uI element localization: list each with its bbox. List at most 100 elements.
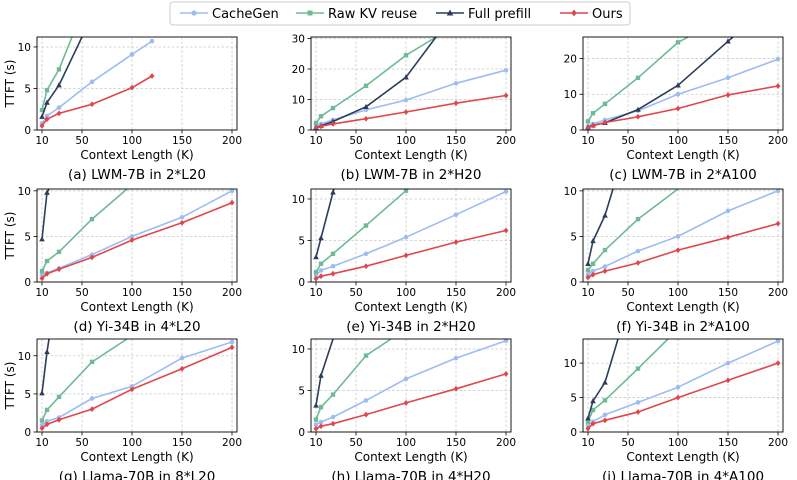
chart-c-xtick-label: 50 [621, 135, 634, 147]
chart-c-series-ours-point [602, 119, 608, 126]
chart-i-series-full-prefill-point [602, 379, 608, 385]
chart-a-series-ours-point [149, 73, 155, 79]
chart-b-ytick-label: 20 [292, 64, 305, 76]
chart-c-xtick-label: 200 [768, 135, 788, 147]
chart-a-ylabel: TTFT (s) [3, 60, 17, 109]
chart-h-series-group [313, 338, 509, 432]
chart-d-xtick-label: 200 [222, 287, 242, 299]
chart-g-series-full-prefill-point [39, 390, 45, 396]
chart-g-series-raw-kv-reuse-point [39, 418, 45, 423]
chart-a-series-cachegen-point [56, 105, 62, 110]
chart-c-series-ours-point [675, 105, 681, 112]
chart-a-series-full-prefill-point [39, 113, 45, 119]
chart-e-xlabel: Context Length (K) [354, 300, 467, 314]
chart-i-series-ours-point [725, 377, 731, 384]
chart-i-series-ours-point [775, 360, 781, 367]
chart-b: 10 50 100 150 200 0 10 20 30 Context Length (K) (b… [292, 34, 516, 183]
chart-a-series-ours-point [56, 110, 62, 117]
chart-b-series-ours-point [318, 123, 324, 130]
chart-b-series-group [313, 36, 509, 130]
chart-f-series-ours-point [675, 247, 681, 253]
chart-a-series-full-prefill-line [41, 36, 83, 117]
legend-label-full-prefill: Full prefill [468, 7, 531, 22]
chart-b-caption: (b) LWM-7B in 2*H20 [341, 167, 482, 183]
chart-b-series-ours-point [403, 109, 409, 115]
chart-b-series-cachegen-point [403, 97, 409, 103]
chart-f: 10 50 100 150 200 0 5 10 Context Length (K) (f) Y… [564, 186, 788, 335]
legend-item-full-prefill: Full prefill [436, 7, 531, 22]
chart-g-series-ours-point [56, 416, 62, 423]
chart-f-ytick-label: 0 [570, 277, 577, 289]
chart-h-series-ours-point [330, 420, 336, 427]
chart-c-xtick-label: 150 [718, 135, 738, 147]
chart-b-xtick-label: 150 [446, 135, 466, 147]
chart-d-series-ours-point [44, 270, 50, 277]
chart-c-series-cachegen-point [775, 56, 781, 62]
chart-e-series-raw-kv-reuse-point [403, 188, 409, 193]
chart-g-xtick-label: 150 [172, 437, 192, 449]
chart-i-series-cachegen-point [585, 422, 591, 428]
chart-g-series-ours-point [179, 365, 185, 372]
chart-e-series-cachegen-point [403, 234, 409, 240]
chart-c-series-ours-point [590, 122, 596, 129]
chart-e: 10 50 100 150 200 0 5 10 Context Length (K) (e) Y… [292, 188, 516, 335]
chart-h-ytick-label: 0 [298, 427, 305, 439]
chart-b-ytick-label: 0 [298, 125, 305, 137]
chart-i-xtick-label: 200 [768, 437, 788, 449]
chart-f-xlabel: Context Length (K) [626, 300, 739, 314]
chart-e-series-ours-point [363, 263, 369, 270]
chart-e-series-ours-point [453, 239, 459, 246]
chart-g: 10 50 100 150 200 0 5 10 Context Length (K) TTFT … [3, 338, 242, 480]
chart-c-series-raw-kv-reuse-point [585, 119, 591, 124]
chart-h-series-cachegen-point [363, 398, 369, 403]
chart-d-ylabel: TTFT (s) [3, 212, 17, 261]
chart-f-xtick-label: 10 [581, 287, 594, 299]
chart-d-xtick-label: 50 [75, 287, 88, 299]
chart-c-series-ours-point [635, 113, 641, 120]
chart-b-xtick-label: 50 [349, 135, 362, 147]
chart-a-series-ours-point [39, 122, 45, 129]
chart-e-caption: (e) Yi-34B in 2*H20 [346, 319, 476, 335]
chart-e-xtick-label: 10 [309, 287, 322, 299]
chart-f-series-ours-point [635, 259, 641, 266]
chart-c-series-full-prefill-point [635, 106, 641, 112]
chart-i-series-raw-kv-reuse-point [590, 407, 596, 413]
legend-item-cachegen: CacheGen [180, 7, 279, 22]
chart-g-xtick-label: 50 [75, 437, 88, 449]
chart-b-series-cachegen-point [453, 81, 459, 86]
chart-a-series-ours-point [129, 84, 135, 91]
chart-b-series-ours-point [503, 92, 509, 99]
chart-a-xlabel: Context Length (K) [80, 148, 193, 162]
legend-marker-raw-kv-reuse [307, 10, 313, 16]
chart-d-series-ours-point [179, 219, 185, 226]
chart-e-series-cachegen-point [363, 251, 369, 257]
chart-a-caption: (a) LWM-7B in 2*L20 [68, 167, 206, 183]
chart-e-series-full-prefill-point [313, 254, 319, 260]
chart-f-plot-area [583, 189, 783, 282]
chart-b-series-raw-kv-reuse-point [313, 120, 319, 126]
chart-c-series-ours-point [775, 83, 781, 89]
chart-f-ytick-label: 10 [564, 186, 577, 198]
chart-h: 10 50 100 150 200 0 5 10 Context Length (K) (h) L… [292, 338, 516, 480]
chart-f-series-ours-point [585, 274, 591, 281]
chart-b-series-ours-point [363, 115, 369, 122]
chart-i-series-full-prefill-point [590, 398, 596, 404]
chart-i-series-full-prefill-point [585, 415, 591, 421]
chart-h-ytick-label: 10 [292, 344, 305, 356]
chart-c-ytick-label: 0 [570, 125, 577, 137]
chart-d-xlabel: Context Length (K) [80, 300, 193, 314]
chart-i-series-ours-point [635, 409, 641, 415]
chart-i-xlabel: Context Length (K) [626, 450, 739, 464]
chart-a-series-cachegen-point [149, 38, 155, 44]
chart-h-series-cachegen-point [313, 422, 319, 427]
chart-b-xtick-label: 100 [396, 135, 416, 147]
chart-f-series-cachegen-point [590, 268, 596, 274]
chart-c-xtick-label: 10 [581, 135, 594, 147]
chart-h-series-raw-kv-reuse-point [313, 417, 319, 422]
chart-h-series-cachegen-point [503, 338, 509, 343]
chart-f-xtick-label: 50 [621, 287, 634, 299]
chart-a-ytick-label: 5 [24, 83, 31, 95]
chart-g-series-group [39, 338, 235, 432]
chart-g-xlabel: Context Length (K) [80, 450, 193, 464]
chart-b-series-full-prefill-point [403, 74, 409, 80]
